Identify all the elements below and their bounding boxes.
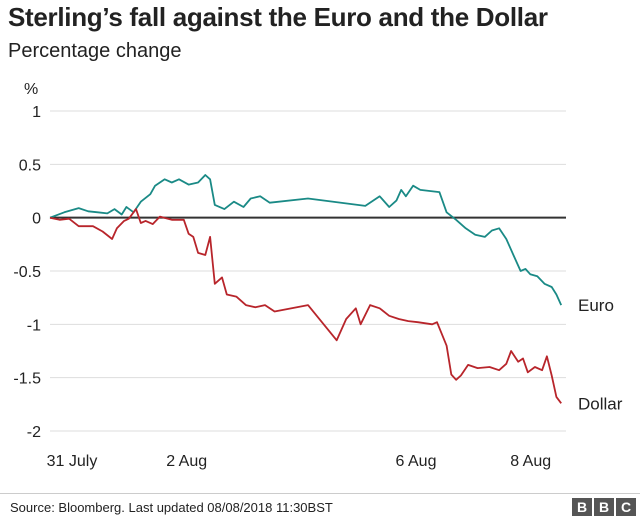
- y-tick-label: 0: [32, 211, 41, 228]
- chart-subtitle: Percentage change: [8, 40, 182, 62]
- source-note: Source: Bloomberg. Last updated 08/08/20…: [10, 500, 333, 515]
- bbc-logo: B B C: [572, 498, 636, 516]
- x-tick-label: 6 Aug: [396, 453, 437, 470]
- line-chart: 1 0.5 0 -0.5 -1 -1.5 -2 31 July 2 Aug 6 Aug 8 Aug…: [13, 81, 623, 470]
- x-tick-label: 2 Aug: [166, 453, 207, 470]
- x-axis-ticks: 31 July 2 Aug 6 Aug 8 Aug: [47, 453, 551, 470]
- series-line-euro: [49, 174, 563, 306]
- gridlines: [50, 110, 566, 432]
- x-tick-label: 31 July: [47, 453, 98, 470]
- footer-divider: [0, 493, 640, 494]
- series-lines: Euro Dollar: [49, 174, 623, 413]
- y-tick-label: -1.5: [13, 371, 41, 388]
- logo-letter: C: [616, 498, 636, 516]
- logo-letter: B: [594, 498, 614, 516]
- series-label-euro: Euro: [578, 296, 614, 315]
- x-tick-label: 8 Aug: [510, 453, 551, 470]
- y-tick-label: -1: [27, 317, 41, 334]
- y-axis-ticks: 1 0.5 0 -0.5 -1 -1.5 -2: [13, 104, 41, 441]
- y-tick-label: 1: [32, 104, 41, 121]
- y-tick-label: -0.5: [13, 264, 41, 281]
- logo-letter: B: [572, 498, 592, 516]
- y-axis-unit-label: %: [24, 81, 38, 98]
- chart-title: Sterling’s fall against the Euro and the…: [8, 2, 548, 32]
- y-tick-label: 0.5: [19, 157, 41, 174]
- y-tick-label: -2: [27, 424, 41, 441]
- series-label-dollar: Dollar: [578, 394, 623, 413]
- series-line-dollar: [49, 208, 562, 404]
